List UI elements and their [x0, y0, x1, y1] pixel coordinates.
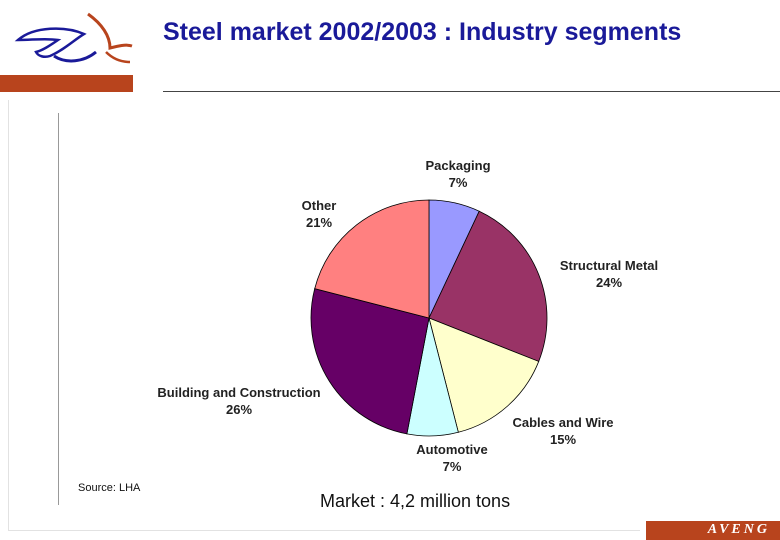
slice-name: Packaging	[425, 158, 490, 173]
market-size-note: Market : 4,2 million tons	[320, 491, 511, 511]
brand-bar: AVENG	[646, 521, 780, 540]
title-divider	[163, 91, 780, 92]
slice-label-structural-metal: Structural Metal 24%	[560, 258, 658, 290]
slice-label-automotive: Automotive 7%	[416, 442, 488, 474]
slice-label-building-and-construction: Building and Construction 26%	[157, 385, 320, 417]
slice-percent: 24%	[596, 275, 622, 290]
left-divider	[58, 113, 59, 505]
slice-name: Automotive	[416, 442, 488, 457]
frame-left-border	[8, 100, 9, 530]
slice-name: Other	[302, 198, 337, 213]
slice-percent: 7%	[449, 175, 468, 190]
slice-name: Structural Metal	[560, 258, 658, 273]
slide-title: Steel market 2002/2003 : Industry segmen…	[163, 18, 682, 46]
pie-slice-cables-and-wire	[428, 317, 540, 433]
pie-slices	[310, 199, 548, 437]
slice-label-other: Other 21%	[302, 198, 337, 230]
slice-percent: 15%	[550, 432, 576, 447]
pie-labels: Packaging 7% Structural Metal 24% Cables and…	[157, 158, 658, 474]
brand-wordmark: AVENG	[707, 522, 770, 537]
slice-name: Cables and Wire	[512, 415, 613, 430]
company-logo	[14, 12, 133, 64]
pie-slice-other	[314, 199, 430, 319]
pie-slice-building-and-construction	[310, 288, 430, 435]
pie-slice-structural-metal	[428, 210, 548, 362]
slice-percent: 26%	[226, 402, 252, 417]
slice-name: Building and Construction	[157, 385, 320, 400]
slice-label-packaging: Packaging 7%	[425, 158, 490, 190]
slice-label-cables-and-wire: Cables and Wire 15%	[512, 415, 613, 447]
slice-percent: 7%	[443, 459, 462, 474]
slice-percent: 21%	[306, 215, 332, 230]
source-note: Source: LHA	[78, 482, 141, 494]
frame-bottom-border	[8, 530, 640, 531]
logo-accent-bar	[0, 75, 133, 92]
